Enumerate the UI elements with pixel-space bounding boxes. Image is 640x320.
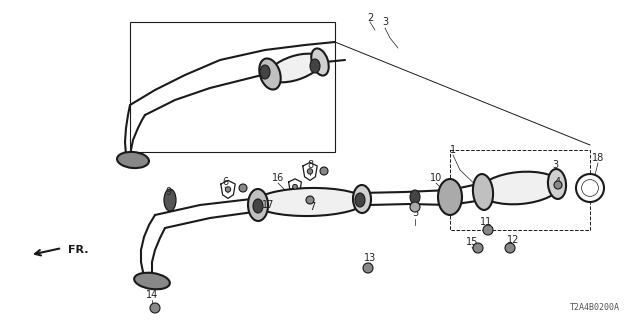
Circle shape [320, 167, 328, 175]
Text: 9: 9 [165, 187, 171, 197]
Circle shape [576, 174, 604, 202]
Text: 12: 12 [507, 235, 519, 245]
Circle shape [410, 202, 420, 212]
Bar [130, 22, 335, 152]
Ellipse shape [248, 189, 268, 221]
Ellipse shape [548, 169, 566, 199]
Text: 18: 18 [592, 153, 604, 163]
Text: 17: 17 [262, 200, 274, 210]
Text: 14: 14 [146, 290, 158, 300]
Ellipse shape [410, 190, 420, 204]
Circle shape [554, 181, 562, 189]
Ellipse shape [438, 179, 462, 215]
Circle shape [505, 243, 515, 253]
Circle shape [582, 180, 598, 196]
Text: 10: 10 [430, 173, 442, 183]
Circle shape [239, 184, 247, 192]
Circle shape [150, 303, 160, 313]
Text: FR.: FR. [68, 245, 88, 255]
Circle shape [483, 225, 493, 235]
Text: T2A4B0200A: T2A4B0200A [570, 303, 620, 312]
Text: 13: 13 [364, 253, 376, 263]
Text: 2: 2 [367, 13, 373, 23]
Ellipse shape [134, 273, 170, 289]
Ellipse shape [253, 199, 263, 213]
Ellipse shape [117, 152, 149, 168]
Text: 16: 16 [272, 173, 284, 183]
Circle shape [292, 184, 298, 189]
Ellipse shape [473, 174, 493, 210]
Ellipse shape [164, 189, 176, 211]
Ellipse shape [353, 185, 371, 213]
Bar [450, 150, 590, 230]
Ellipse shape [311, 48, 329, 76]
Circle shape [306, 196, 314, 204]
Circle shape [307, 169, 313, 174]
Text: 15: 15 [466, 237, 478, 247]
Text: 6: 6 [222, 177, 228, 187]
Text: 3: 3 [382, 17, 388, 27]
Text: 1: 1 [450, 145, 456, 155]
Circle shape [225, 187, 230, 192]
Ellipse shape [355, 193, 365, 207]
Text: 7: 7 [309, 202, 315, 212]
Text: 8: 8 [307, 160, 313, 170]
Ellipse shape [480, 172, 560, 204]
Ellipse shape [255, 188, 365, 216]
Circle shape [363, 263, 373, 273]
Ellipse shape [268, 54, 322, 82]
Text: 11: 11 [480, 217, 492, 227]
Circle shape [473, 243, 483, 253]
Text: 5: 5 [412, 208, 418, 218]
Text: 3: 3 [552, 160, 558, 170]
Ellipse shape [260, 65, 270, 79]
Ellipse shape [310, 59, 320, 73]
Ellipse shape [259, 59, 281, 90]
Text: 4: 4 [555, 177, 561, 187]
